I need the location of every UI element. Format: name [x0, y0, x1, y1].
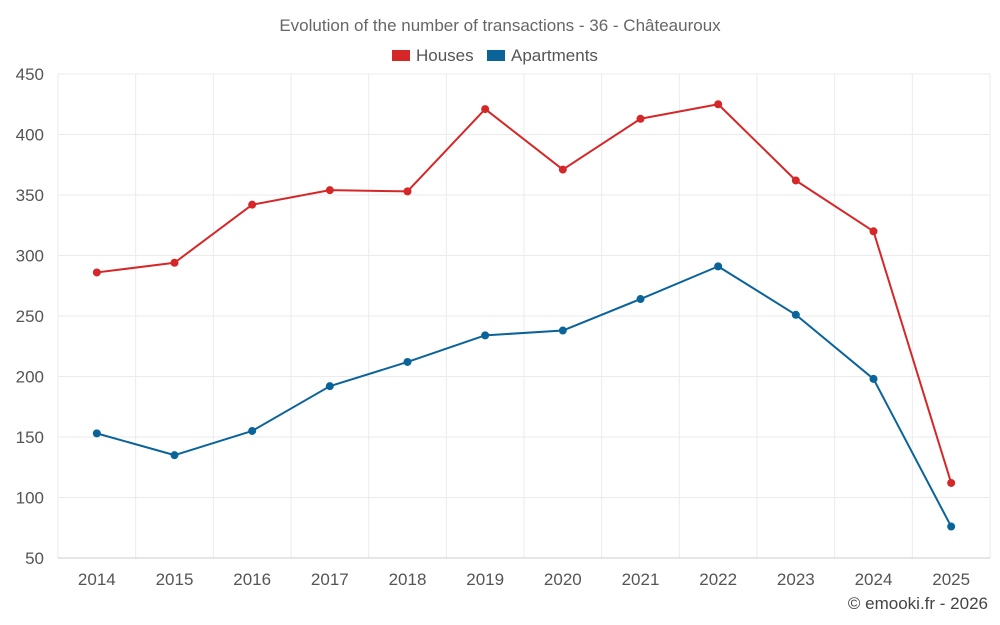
houses-point[interactable] [869, 227, 878, 236]
houses-series-line [96, 103, 953, 484]
houses-point[interactable] [481, 105, 490, 114]
x-tick-label: 2019 [466, 570, 504, 589]
houses-point[interactable] [636, 114, 645, 123]
apartments-point[interactable] [636, 295, 645, 304]
legend: Houses Apartments [392, 46, 598, 65]
x-tick-label: 2025 [932, 570, 970, 589]
houses-legend-label[interactable]: Houses [416, 46, 474, 65]
apartments-point[interactable] [248, 426, 257, 435]
y-tick-label: 350 [16, 186, 44, 205]
y-tick-label: 300 [16, 247, 44, 266]
y-tick-label: 450 [16, 65, 44, 84]
apartments-series-line [96, 265, 953, 528]
x-tick-label: 2014 [78, 570, 116, 589]
y-tick-label: 200 [16, 368, 44, 387]
apartments-legend-swatch[interactable] [487, 50, 505, 61]
credit-text: © emooki.fr - 2026 [848, 594, 988, 613]
apartments-point[interactable] [92, 429, 101, 438]
houses-point[interactable] [248, 200, 257, 209]
x-tick-label: 2016 [233, 570, 271, 589]
y-tick-label: 150 [16, 428, 44, 447]
houses-point[interactable] [791, 176, 800, 185]
apartments-point[interactable] [791, 310, 800, 319]
apartments-point[interactable] [170, 451, 179, 460]
houses-point[interactable] [714, 100, 723, 109]
x-tick-label: 2017 [311, 570, 349, 589]
x-tick-label: 2022 [699, 570, 737, 589]
grid [57, 73, 991, 559]
apartments-point[interactable] [714, 262, 723, 271]
houses-point[interactable] [325, 186, 334, 195]
axes: 50 100 150 200 250 300 350 400 450 2014 2015 2016 20… [16, 65, 990, 589]
y-tick-label: 250 [16, 307, 44, 326]
apartments-legend-label[interactable]: Apartments [511, 46, 598, 65]
apartments-point[interactable] [558, 326, 567, 335]
x-tick-label: 2024 [855, 570, 893, 589]
y-tick-label: 50 [25, 549, 44, 568]
apartments-point[interactable] [947, 522, 956, 531]
y-tick-label: 400 [16, 126, 44, 145]
apartments-point[interactable] [869, 374, 878, 383]
houses-legend-swatch[interactable] [392, 50, 410, 61]
x-tick-label: 2023 [777, 570, 815, 589]
x-tick-label: 2020 [544, 570, 582, 589]
y-tick-label: 100 [16, 489, 44, 508]
apartments-point[interactable] [481, 331, 490, 340]
x-tick-label: 2015 [156, 570, 194, 589]
houses-point[interactable] [947, 478, 956, 487]
houses-point[interactable] [558, 165, 567, 174]
houses-point[interactable] [403, 187, 412, 196]
apartments-point[interactable] [325, 382, 334, 391]
series [92, 100, 956, 531]
apartments-point[interactable] [403, 357, 412, 366]
x-tick-label: 2021 [622, 570, 660, 589]
houses-point[interactable] [170, 258, 179, 267]
chart-title: Evolution of the number of transactions … [279, 16, 721, 35]
houses-point[interactable] [92, 268, 101, 277]
x-tick-label: 2018 [389, 570, 427, 589]
